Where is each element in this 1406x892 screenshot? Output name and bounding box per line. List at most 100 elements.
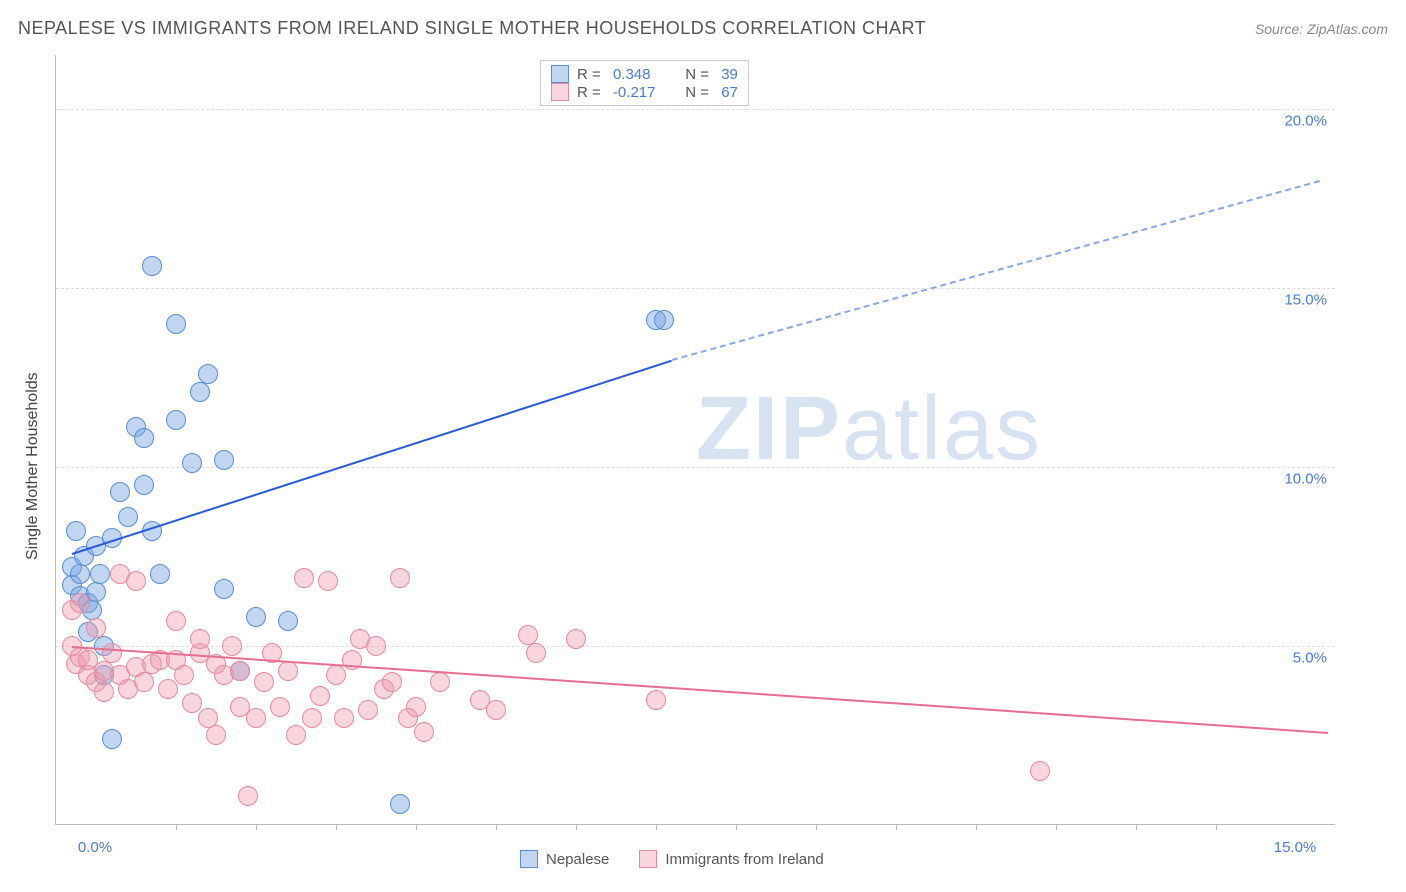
data-point-ireland xyxy=(86,618,106,638)
data-point-nepalese xyxy=(182,453,202,473)
data-point-nepalese xyxy=(70,564,90,584)
data-point-nepalese xyxy=(90,564,110,584)
data-point-nepalese xyxy=(66,521,86,541)
y-tick-label: 10.0% xyxy=(1284,470,1327,487)
x-tick-label: 0.0% xyxy=(78,839,112,856)
data-point-ireland xyxy=(158,679,178,699)
data-point-ireland xyxy=(238,786,258,806)
data-point-nepalese xyxy=(102,729,122,749)
data-point-ireland xyxy=(278,661,298,681)
x-tick-mark xyxy=(336,824,337,830)
data-point-ireland xyxy=(358,700,378,720)
data-point-ireland xyxy=(222,636,242,656)
data-point-ireland xyxy=(174,665,194,685)
gridline xyxy=(56,288,1335,289)
stats-row-ireland: R = -0.217 N = 67 xyxy=(551,83,738,101)
data-point-nepalese xyxy=(654,310,674,330)
trend-line xyxy=(672,180,1321,361)
data-point-ireland xyxy=(326,665,346,685)
data-point-nepalese xyxy=(214,450,234,470)
data-point-ireland xyxy=(94,682,114,702)
data-point-nepalese xyxy=(110,482,130,502)
data-point-nepalese xyxy=(134,428,154,448)
data-point-ireland xyxy=(294,568,314,588)
legend-swatch xyxy=(551,83,569,101)
data-point-ireland xyxy=(190,629,210,649)
data-point-ireland xyxy=(246,708,266,728)
y-axis-label: Single Mother Households xyxy=(24,372,42,560)
series-legend: Nepalese Immigrants from Ireland xyxy=(520,850,824,868)
legend-item-nepalese: Nepalese xyxy=(520,850,609,868)
y-tick-label: 15.0% xyxy=(1284,291,1327,308)
legend-item-ireland: Immigrants from Ireland xyxy=(639,850,823,868)
data-point-ireland xyxy=(566,629,586,649)
x-tick-mark xyxy=(416,824,417,830)
chart-container: { "title": "NEPALESE VS IMMIGRANTS FROM … xyxy=(0,0,1406,892)
data-point-ireland xyxy=(430,672,450,692)
data-point-ireland xyxy=(254,672,274,692)
data-point-ireland xyxy=(646,690,666,710)
y-tick-label: 5.0% xyxy=(1293,649,1327,666)
gridline xyxy=(56,467,1335,468)
x-tick-mark xyxy=(256,824,257,830)
data-point-ireland xyxy=(182,693,202,713)
source-label: Source: ZipAtlas.com xyxy=(1255,21,1388,37)
data-point-ireland xyxy=(1030,761,1050,781)
data-point-ireland xyxy=(126,571,146,591)
trend-line xyxy=(72,359,673,554)
chart-title: NEPALESE VS IMMIGRANTS FROM IRELAND SING… xyxy=(18,18,926,39)
x-tick-mark xyxy=(1056,824,1057,830)
x-tick-mark xyxy=(896,824,897,830)
data-point-ireland xyxy=(366,636,386,656)
data-point-ireland xyxy=(414,722,434,742)
x-tick-mark xyxy=(176,824,177,830)
data-point-ireland xyxy=(334,708,354,728)
data-point-ireland xyxy=(526,643,546,663)
data-point-ireland xyxy=(390,568,410,588)
data-point-nepalese xyxy=(246,607,266,627)
y-tick-label: 20.0% xyxy=(1284,112,1327,129)
data-point-ireland xyxy=(206,725,226,745)
stats-legend: R = 0.348 N = 39R = -0.217 N = 67 xyxy=(540,60,749,106)
data-point-nepalese xyxy=(142,256,162,276)
legend-label: Nepalese xyxy=(546,851,609,868)
stats-row-nepalese: R = 0.348 N = 39 xyxy=(551,65,738,83)
x-tick-mark xyxy=(736,824,737,830)
data-point-nepalese xyxy=(118,507,138,527)
data-point-nepalese xyxy=(198,364,218,384)
x-tick-mark xyxy=(576,824,577,830)
legend-swatch xyxy=(551,65,569,83)
data-point-ireland xyxy=(70,593,90,613)
x-tick-mark xyxy=(496,824,497,830)
data-point-ireland xyxy=(302,708,322,728)
x-tick-mark xyxy=(816,824,817,830)
data-point-ireland xyxy=(134,672,154,692)
data-point-nepalese xyxy=(166,410,186,430)
gridline xyxy=(56,646,1335,647)
title-row: NEPALESE VS IMMIGRANTS FROM IRELAND SING… xyxy=(18,18,1388,39)
data-point-nepalese xyxy=(166,314,186,334)
data-point-nepalese xyxy=(278,611,298,631)
data-point-ireland xyxy=(310,686,330,706)
x-tick-mark xyxy=(1216,824,1217,830)
data-point-ireland xyxy=(230,661,250,681)
stat-n: 67 xyxy=(721,84,738,101)
stat-r: -0.217 xyxy=(613,84,669,101)
data-point-ireland xyxy=(382,672,402,692)
data-point-nepalese xyxy=(190,382,210,402)
data-point-nepalese xyxy=(150,564,170,584)
data-point-ireland xyxy=(166,611,186,631)
plot-area: 5.0%10.0%15.0%20.0%ZIPatlas xyxy=(55,55,1335,825)
x-tick-label: 15.0% xyxy=(1274,839,1317,856)
legend-label: Immigrants from Ireland xyxy=(665,851,823,868)
data-point-ireland xyxy=(286,725,306,745)
data-point-nepalese xyxy=(390,794,410,814)
x-tick-mark xyxy=(656,824,657,830)
data-point-nepalese xyxy=(134,475,154,495)
data-point-ireland xyxy=(270,697,290,717)
data-point-ireland xyxy=(406,697,426,717)
data-point-ireland xyxy=(318,571,338,591)
stat-n: 39 xyxy=(721,66,738,83)
stat-r: 0.348 xyxy=(613,66,669,83)
x-tick-mark xyxy=(976,824,977,830)
